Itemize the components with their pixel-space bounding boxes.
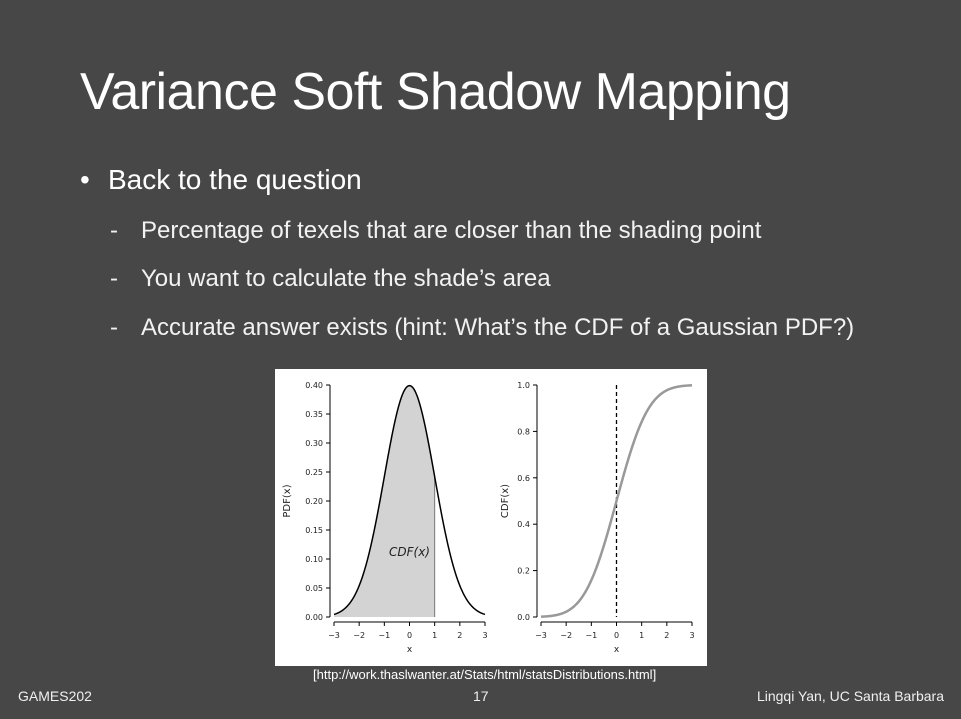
x-tick-label: 3 (689, 631, 694, 640)
x-tick-label: 2 (664, 631, 669, 640)
y-tick-label: 0.40 (305, 381, 323, 390)
sub-marker: - (110, 217, 118, 244)
x-axis-label: x (407, 645, 413, 655)
sub-bullet-text: Percentage of texels that are closer tha… (141, 217, 762, 244)
x-tick-label: 3 (482, 631, 487, 640)
x-tick-label: −1 (585, 631, 597, 640)
x-tick-label: 1 (639, 631, 644, 640)
cdf-annotation: CDF(x) (389, 545, 430, 559)
x-tick-label: −1 (378, 631, 390, 640)
y-tick-label: 0.8 (517, 427, 530, 436)
y-tick-label: 1.0 (517, 381, 530, 390)
footer-course: GAMES202 (18, 688, 92, 704)
y-tick-label: 0.2 (517, 567, 530, 576)
y-tick-label: 0.25 (305, 468, 323, 477)
footer-page-number: 17 (473, 688, 489, 704)
sub-bullet-3: - Accurate answer exists (hint: What’s th… (110, 314, 854, 342)
y-tick-label: 0.20 (305, 497, 323, 506)
x-tick-label: 1 (432, 631, 437, 640)
y-tick-label: 0.35 (305, 410, 323, 419)
figure-caption: [http://work.thaslwanter.at/Stats/html/s… (313, 667, 657, 682)
bullet-marker: • (80, 164, 90, 195)
bullet-item: • Back to the question (80, 164, 362, 196)
sub-bullet-2: - You want to calculate the shade’s area (110, 265, 551, 293)
sub-bullet-text: You want to calculate the shade’s area (141, 265, 551, 292)
x-tick-label: −3 (535, 631, 547, 640)
x-axis-label: x (614, 645, 620, 655)
y-tick-label: 0.4 (517, 520, 530, 529)
y-tick-label: 0.00 (305, 613, 323, 622)
bullet-text: Back to the question (108, 164, 362, 195)
sub-marker: - (110, 265, 118, 292)
x-tick-label: 2 (457, 631, 462, 640)
y-tick-label: 0.10 (305, 555, 323, 564)
y-axis-label: CDF(x) (500, 484, 511, 518)
footer-author: Lingqi Yan, UC Santa Barbara (756, 688, 944, 704)
x-tick-label: 0 (407, 631, 412, 640)
sub-bullet-text: Accurate answer exists (hint: What’s the… (141, 314, 855, 341)
sub-bullet-1: - Percentage of texels that are closer th… (110, 217, 761, 245)
y-tick-label: 0.6 (517, 474, 530, 483)
shaded-cdf-area (334, 385, 435, 617)
gaussian-charts: −3 −2 −1 0 1 2 30.000.050.100.150.200.250.300.… (282, 381, 695, 655)
x-tick-label: 0 (614, 631, 619, 640)
slide-title: Variance Soft Shadow Mapping (80, 63, 791, 121)
pdf-curve (333, 384, 486, 616)
y-tick-label: 0.0 (517, 613, 530, 622)
y-tick-label: 0.05 (305, 584, 323, 593)
x-tick-label: −2 (560, 631, 572, 640)
y-tick-label: 0.15 (305, 526, 323, 535)
sub-marker: - (110, 314, 118, 341)
cdf-curve (540, 384, 693, 618)
x-tick-label: −3 (328, 631, 340, 640)
x-tick-label: −2 (353, 631, 365, 640)
gaussian-figure: −3 −2 −1 0 1 2 3 0.00 0.05 0.10 0.15 0.20 0.25 0.30 0.… (275, 369, 707, 666)
y-axis-label: PDF(x) (282, 484, 293, 517)
y-tick-label: 0.30 (305, 439, 323, 448)
